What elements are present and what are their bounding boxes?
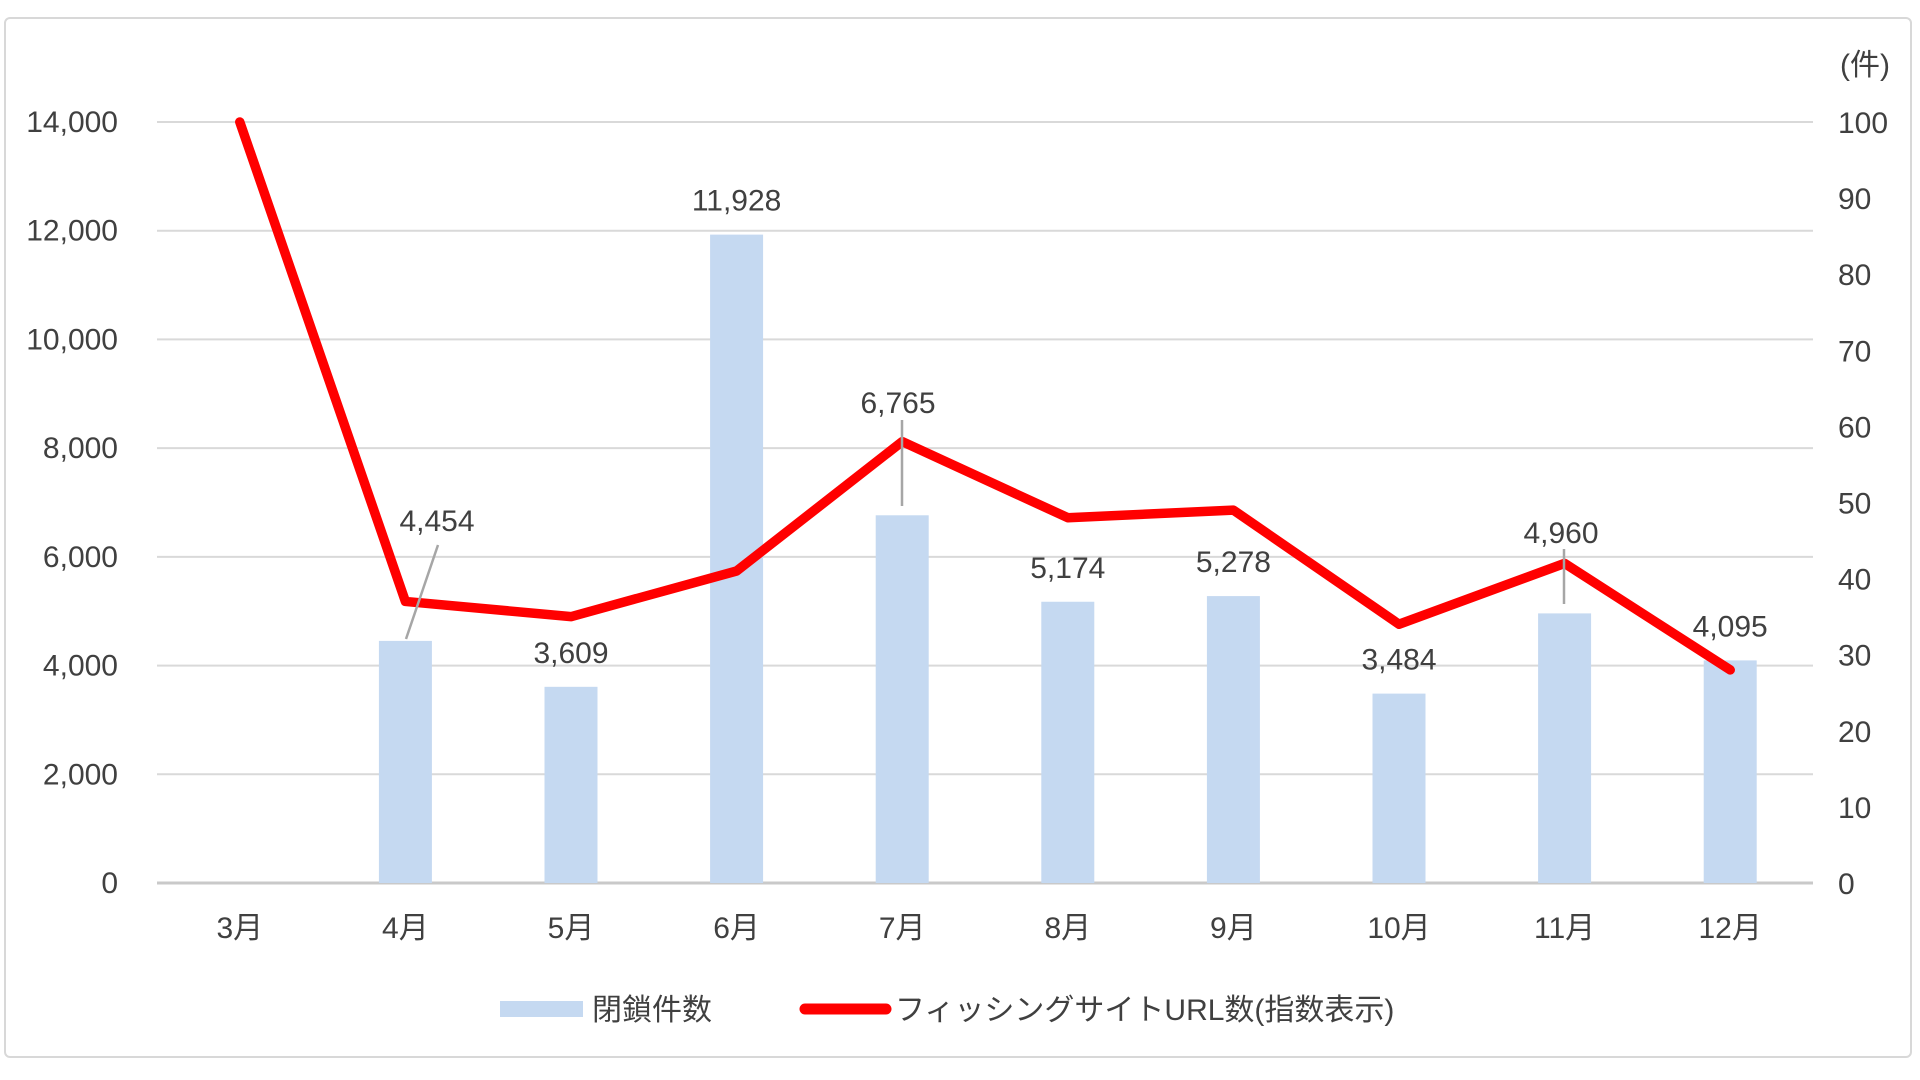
x-axis-label-10月: 10月 bbox=[1367, 912, 1430, 945]
right-axis-tick-label: 70 bbox=[1838, 335, 1871, 368]
data-label-10月: 3,484 bbox=[1361, 644, 1436, 677]
right-axis-tick-label: 30 bbox=[1838, 640, 1871, 673]
left-axis-tick-label: 0 bbox=[101, 867, 118, 900]
right-axis-tick-label: 40 bbox=[1838, 564, 1871, 597]
x-axis-label-5月: 5月 bbox=[548, 912, 595, 945]
right-axis-tick-label: 20 bbox=[1838, 716, 1871, 749]
x-axis-label-4月: 4月 bbox=[382, 912, 429, 945]
left-axis-tick-label: 2,000 bbox=[43, 758, 118, 791]
right-axis-tick-label: 60 bbox=[1838, 411, 1871, 444]
right-axis-tick-label: 10 bbox=[1838, 792, 1871, 825]
right-axis-tick-label: 90 bbox=[1838, 183, 1871, 216]
line-series bbox=[235, 117, 1735, 675]
bar-11月 bbox=[1538, 613, 1592, 883]
left-axis-tick-label: 4,000 bbox=[43, 650, 118, 683]
left-axis-tick-label: 10,000 bbox=[26, 323, 118, 356]
legend-bar-swatch bbox=[500, 1001, 583, 1017]
bar-5月 bbox=[544, 686, 598, 883]
data-label-4月: 4,454 bbox=[399, 505, 474, 538]
right-axis-tick-label: 50 bbox=[1838, 488, 1871, 521]
x-axis-label-8月: 8月 bbox=[1044, 912, 1091, 945]
x-axis-label-6月: 6月 bbox=[713, 912, 760, 945]
bar-7月 bbox=[875, 515, 929, 883]
legend-label-bar-series: 閉鎖件数 bbox=[592, 994, 712, 1027]
data-label-leader-line bbox=[404, 544, 440, 640]
data-label-12月: 4,095 bbox=[1693, 610, 1768, 643]
bar-10月 bbox=[1372, 693, 1426, 883]
right-axis-tick-label: 100 bbox=[1838, 107, 1888, 140]
x-axis-label-3月: 3月 bbox=[216, 912, 263, 945]
bar-9月 bbox=[1206, 596, 1260, 883]
right-axis-unit-label: (件) bbox=[1840, 49, 1890, 82]
data-label-9月: 5,278 bbox=[1196, 546, 1271, 579]
bar-12月 bbox=[1703, 660, 1757, 883]
data-label-5月: 3,609 bbox=[533, 637, 608, 670]
left-axis-tick-label: 12,000 bbox=[26, 215, 118, 248]
left-axis-tick-label: 14,000 bbox=[26, 106, 118, 139]
right-axis-tick-label: 80 bbox=[1838, 259, 1871, 292]
x-axis-label-7月: 7月 bbox=[879, 912, 926, 945]
left-axis-tick-label: 8,000 bbox=[43, 432, 118, 465]
data-label-11月: 4,960 bbox=[1523, 517, 1598, 550]
data-label-8月: 5,174 bbox=[1030, 552, 1105, 585]
x-axis-label-12月: 12月 bbox=[1699, 912, 1762, 945]
bar-8月 bbox=[1041, 601, 1095, 883]
x-axis-label-9月: 9月 bbox=[1210, 912, 1257, 945]
right-axis-tick-label: 0 bbox=[1838, 868, 1855, 901]
left-axis-tick-label: 6,000 bbox=[43, 541, 118, 574]
data-label-7月: 6,765 bbox=[860, 387, 935, 420]
bar-4月 bbox=[378, 640, 432, 883]
data-label-6月: 11,928 bbox=[692, 185, 782, 218]
x-axis-label-11月: 11月 bbox=[1534, 912, 1595, 945]
legend-label-line-series: フィッシングサイトURL数(指数表示) bbox=[895, 994, 1394, 1027]
